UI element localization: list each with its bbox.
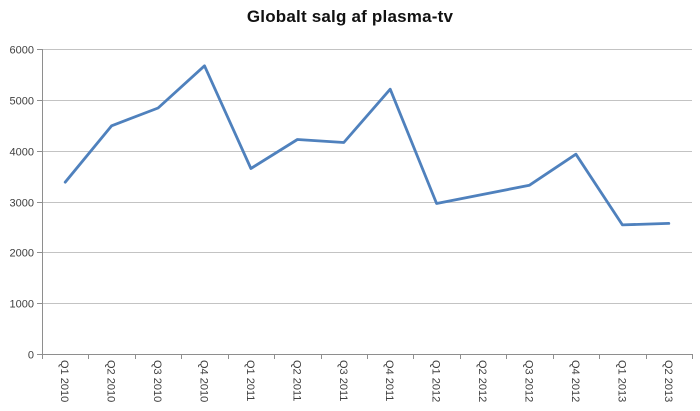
x-axis-category-label: Q4 2011 [383,360,395,401]
x-axis-category-label: Q2 2012 [476,360,488,402]
y-axis-tick-label: 2000 [10,248,34,260]
y-axis-tick-label: 4000 [10,147,34,159]
x-axis-category-label: Q2 2010 [105,360,117,402]
x-axis-category-label: Q2 2013 [662,360,674,402]
x-axis-category-label: Q1 2012 [430,360,442,402]
y-axis-tick-label: 5000 [10,96,34,108]
x-axis-category-label: Q4 2010 [198,360,210,402]
y-axis-tick-label: 6000 [10,45,34,57]
y-axis-tick-label: 3000 [10,198,34,210]
series-line-plasma-tv-sales [63,64,671,227]
y-axis-tick-label: 0 [28,350,34,362]
y-axis-tick-label: 1000 [10,299,34,311]
x-axis-category-label: Q3 2012 [523,360,535,402]
x-axis-category-label: Q1 2011 [244,360,256,401]
x-axis-category-label: Q4 2012 [569,360,581,402]
x-axis-category-label: Q1 2013 [615,360,627,402]
x-axis-category-label: Q3 2011 [337,360,349,401]
x-axis-category-label: Q2 2011 [290,360,302,401]
chart-title: Globalt salg af plasma-tv [246,7,454,26]
x-axis-category-label: Q1 2010 [58,360,70,402]
x-axis-category-label: Q3 2010 [151,360,163,402]
